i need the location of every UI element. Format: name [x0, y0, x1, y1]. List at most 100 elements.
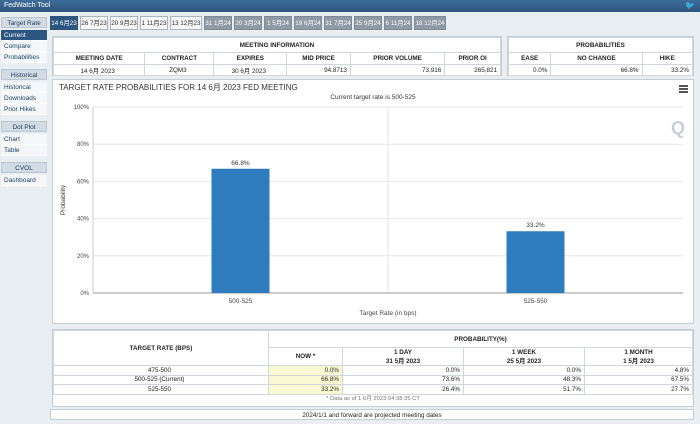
bar	[506, 231, 565, 293]
week-cell: 51.7%	[463, 384, 585, 395]
header-prior-volume: PRIOR VOLUME	[349, 52, 446, 65]
now-cell: 0.0%	[268, 365, 343, 376]
header-1-day: 1 DAY 31 5月 2023	[342, 347, 464, 366]
y-axis-title: Probability	[60, 184, 67, 215]
tab-meeting-6[interactable]: 31 1月24	[204, 16, 232, 30]
tab-meeting-9[interactable]: 19 6月24	[294, 16, 322, 30]
header-no-change: NO CHANGE	[550, 52, 643, 65]
ease-value: 0.0%	[507, 64, 552, 76]
hike-value: 33.2%	[641, 64, 694, 76]
x-tick-label: 500-525	[229, 298, 253, 305]
x-tick-label: 525-550	[524, 298, 548, 305]
chart-title: TARGET RATE PROBABILITIES FOR 14 6月 2023…	[59, 83, 298, 92]
header-prior-oi: PRIOR OI	[444, 52, 501, 65]
sidebar-item-compare[interactable]: Compare	[1, 41, 47, 52]
header-mid-price: MID PRICE	[286, 52, 351, 65]
twitter-icon[interactable]: 🐦	[685, 1, 695, 10]
y-tick-label: 20%	[77, 254, 90, 260]
week-cell: 0.0%	[463, 365, 585, 376]
probabilities-panel: PROBABILITIES EASE NO CHANGE HIKE 0.0% 6…	[507, 36, 694, 76]
tab-meeting-2[interactable]: 26 7月23	[80, 16, 108, 30]
x-axis-title: Target Rate (in bps)	[359, 310, 416, 317]
meeting-info-title: MEETING INFORMATION	[53, 37, 501, 53]
bar-chart: 0% 20% 40% 60% 80% 100% 66.8% 500-525 33.2% 525-5…	[60, 105, 683, 317]
tab-meeting-1[interactable]: 14 6月23	[50, 16, 78, 30]
meeting-date-value: 14 6月 2023	[52, 64, 146, 76]
chart-panel: TARGET RATE PROBABILITIES FOR 14 6月 2023…	[52, 79, 694, 324]
week-cell: 48.3%	[463, 374, 585, 385]
sidebar-header-historical: Historical	[1, 69, 47, 80]
tab-meeting-13[interactable]: 18 12月24	[414, 16, 446, 30]
day-cell: 0.0%	[342, 365, 464, 376]
day-cell: 26.4%	[342, 384, 464, 395]
sidebar-item-chart[interactable]: Chart	[1, 134, 47, 145]
sidebar-header-dot-plot: Dot Plot	[1, 121, 47, 132]
hamburger-menu-icon[interactable]	[679, 85, 688, 93]
tab-meeting-3[interactable]: 20 9月23	[110, 16, 138, 30]
sidebar-item-dashboard[interactable]: Dashboard	[1, 175, 47, 186]
tab-meeting-12[interactable]: 6 11月24	[384, 16, 412, 30]
probabilities-title: PROBABILITIES	[508, 37, 693, 53]
app-title: FedWatch Tool	[4, 2, 51, 9]
bar-data-label: 33.2%	[526, 222, 545, 229]
row-label: 500-525 (Current)	[53, 374, 269, 385]
tab-meeting-4[interactable]: 1 11月23	[140, 16, 168, 30]
table-row: 525-550 33.2% 26.4% 51.7% 27.7%	[53, 384, 693, 395]
sidebar-item-historical[interactable]: Historical	[1, 82, 47, 93]
tab-meeting-7[interactable]: 20 3月24	[234, 16, 262, 30]
day-cell: 73.6%	[342, 374, 464, 385]
meeting-info-panel: MEETING INFORMATION MEETING DATE CONTRAC…	[52, 36, 502, 76]
month-cell: 27.7%	[584, 384, 693, 395]
sidebar: Target Rate Current Compare Probabilitie…	[0, 15, 48, 424]
sidebar-item-current[interactable]: Current	[1, 30, 47, 41]
bar	[211, 168, 270, 293]
data-timestamp-note: * Data as of 1 6月 2023 04:38:35 CT	[326, 395, 420, 402]
bar-data-label: 66.8%	[231, 160, 250, 167]
sidebar-item-table[interactable]: Table	[1, 145, 47, 156]
header-ease: EASE	[507, 52, 552, 65]
y-tick-label: 0%	[80, 291, 89, 297]
expires-value: 30 6月 2023	[213, 64, 288, 76]
mid-price-value: 94.8713	[286, 64, 351, 76]
tab-meeting-10[interactable]: 31 7月24	[324, 16, 352, 30]
sidebar-header-cvol: CVOL	[1, 162, 47, 173]
y-tick-label: 40%	[77, 217, 90, 223]
sidebar-item-probabilities[interactable]: Probabilities	[1, 52, 47, 63]
month-cell: 4.8%	[584, 365, 693, 376]
prior-volume-value: 73,916	[349, 64, 446, 76]
footer-note: 2024/1/1 and forward are projected meeti…	[50, 409, 694, 420]
header-hike: HIKE	[641, 52, 694, 65]
month-cell: 67.5%	[584, 374, 693, 385]
table-row: 475-500 0.0% 0.0% 0.0% 4.8%	[53, 365, 693, 376]
now-cell: 33.2%	[268, 384, 343, 395]
tab-meeting-11[interactable]: 25 9月24	[354, 16, 382, 30]
no-change-value: 66.8%	[550, 64, 643, 76]
y-tick-label: 100%	[74, 105, 90, 111]
header-now: NOW *	[268, 347, 343, 366]
row-label: 475-500	[53, 365, 269, 376]
meeting-date-tabs: 14 6月23 26 7月23 20 9月23 1 11月23 13 12月23…	[50, 16, 696, 30]
prior-oi-value: 265,821	[444, 64, 501, 76]
header-contract: CONTRACT	[144, 52, 215, 65]
header-meeting-date: MEETING DATE	[52, 52, 146, 65]
watermark-logo: Q	[670, 118, 685, 138]
app-title-bar: FedWatch Tool 🐦	[0, 0, 700, 12]
probability-table-panel: TARGET RATE (BPS) PROBABILITY(%) NOW * 1…	[52, 329, 694, 407]
now-cell: 66.8%	[268, 374, 343, 385]
header-1-month: 1 MONTH 1 5月 2023	[584, 347, 693, 366]
header-1-week: 1 WEEK 25 5月 2023	[463, 347, 585, 366]
tab-meeting-8[interactable]: 1 5月24	[264, 16, 292, 30]
y-tick-label: 60%	[77, 179, 90, 185]
y-tick-label: 80%	[77, 142, 90, 148]
chart-subtitle: Current target rate is 500-525	[330, 94, 416, 101]
sidebar-item-prior-hikes[interactable]: Prior Hikes	[1, 104, 47, 115]
contract-value: ZQM3	[144, 64, 215, 76]
row-label: 525-550	[53, 384, 269, 395]
header-probability: PROBABILITY(%)	[268, 330, 693, 348]
sidebar-header-target-rate: Target Rate	[1, 17, 47, 28]
header-target-rate: TARGET RATE (BPS)	[53, 330, 269, 366]
tab-meeting-5[interactable]: 13 12月23	[170, 16, 202, 30]
sidebar-item-downloads[interactable]: Downloads	[1, 93, 47, 104]
header-expires: EXPIRES	[213, 52, 288, 65]
table-row: 500-525 (Current) 66.8% 73.6% 48.3% 67.5…	[53, 374, 693, 385]
